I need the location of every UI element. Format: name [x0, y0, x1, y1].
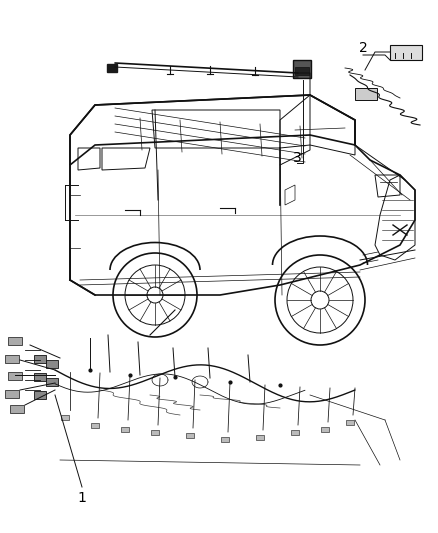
- Bar: [34, 373, 46, 381]
- FancyBboxPatch shape: [293, 60, 311, 78]
- Bar: [186, 433, 194, 438]
- Bar: [61, 415, 69, 420]
- Bar: [34, 355, 46, 363]
- Bar: [5, 355, 19, 363]
- Bar: [34, 391, 46, 399]
- FancyBboxPatch shape: [390, 45, 422, 60]
- Bar: [8, 372, 22, 380]
- Bar: [10, 405, 24, 413]
- Text: 1: 1: [78, 491, 86, 505]
- Bar: [91, 423, 99, 428]
- Bar: [295, 67, 309, 75]
- Bar: [346, 420, 354, 425]
- Text: 2: 2: [359, 41, 367, 55]
- Bar: [5, 390, 19, 398]
- Bar: [321, 427, 329, 432]
- Bar: [256, 435, 264, 440]
- Bar: [46, 378, 58, 386]
- Bar: [121, 427, 129, 432]
- FancyBboxPatch shape: [355, 88, 377, 100]
- Text: 3: 3: [293, 151, 301, 165]
- Bar: [151, 430, 159, 435]
- Bar: [291, 430, 299, 435]
- Bar: [46, 360, 58, 368]
- Bar: [8, 337, 22, 345]
- Bar: [107, 64, 117, 72]
- Bar: [221, 437, 229, 442]
